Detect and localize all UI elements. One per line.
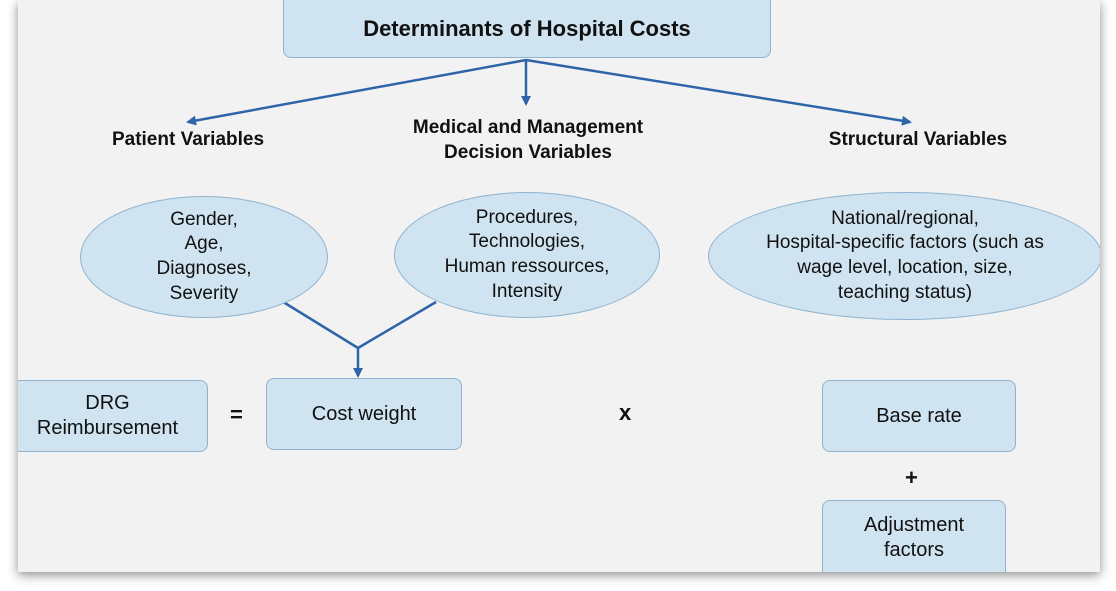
- diagram-frame: Determinants of Hospital Costs Patient V…: [18, 0, 1100, 572]
- ellipse-structural-factors: National/regional, Hospital-specific fac…: [708, 192, 1100, 320]
- ellipse-patient-factors: Gender, Age, Diagnoses, Severity: [80, 196, 328, 318]
- drg-reimbursement-label: DRG Reimbursement: [36, 392, 179, 439]
- multiply-sign: x: [619, 400, 632, 425]
- title-box: Determinants of Hospital Costs: [283, 0, 771, 58]
- adjustment-factors-box: Adjustment factors: [822, 500, 1006, 572]
- equals-sign: =: [230, 402, 243, 427]
- arrow-to-structural-variables: [525, 58, 912, 126]
- drg-reimbursement-box: DRG Reimbursement: [18, 380, 208, 452]
- adjustment-factors-label: Adjustment factors: [863, 514, 965, 561]
- cost-weight-box: Cost weight: [266, 378, 462, 450]
- line-medical-to-merge: [357, 300, 437, 350]
- arrow-to-patient-variables: [186, 58, 527, 126]
- heading-structural-variables: Structural Variables: [828, 129, 1008, 150]
- heading-patient-variables: Patient Variables: [111, 129, 265, 150]
- line-patient-to-merge: [279, 298, 359, 350]
- ellipse-medical-factors: Procedures, Technologies, Human ressourc…: [394, 192, 660, 318]
- heading-medical-management-variables: Medical and Management Decision Variable…: [412, 117, 644, 163]
- base-rate-box: Base rate: [822, 380, 1016, 452]
- plus-sign: +: [905, 465, 918, 490]
- connector-arrows: [186, 58, 912, 378]
